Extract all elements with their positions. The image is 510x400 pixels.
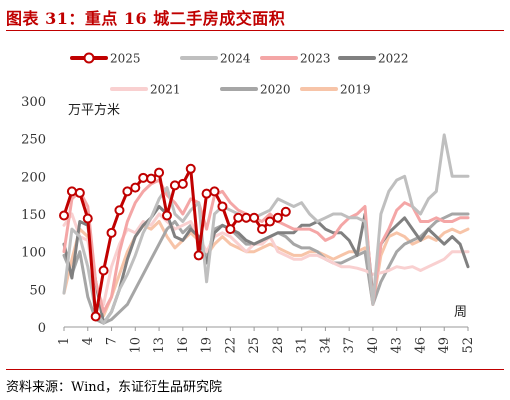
x-tick-label: 43 (390, 337, 405, 354)
x-tick-label: 1 (57, 337, 72, 345)
legend-label-2022: 2022 (378, 52, 409, 66)
x-axis-label: 周 (454, 305, 467, 320)
title-divider (6, 30, 504, 31)
data-point-2025 (122, 186, 133, 197)
x-tick-label: 4 (81, 337, 96, 345)
legend-label-2019: 2019 (340, 83, 371, 97)
x-tick-label: 10 (128, 337, 143, 354)
data-point-2025 (106, 227, 117, 238)
data-point-2025 (98, 265, 109, 276)
data-point-2025 (193, 250, 204, 261)
x-tick-label: 49 (437, 337, 452, 354)
y-tick-label: 200 (21, 170, 46, 185)
series-line-2022 (62, 205, 470, 325)
data-point-2025 (209, 186, 220, 197)
data-point-2025 (249, 212, 260, 223)
legend-marker-2025 (83, 52, 95, 64)
legend-label-2024: 2024 (220, 52, 251, 66)
legend-label-2025: 2025 (110, 52, 141, 66)
data-point-2025 (217, 201, 228, 212)
legend-label-2021: 2021 (150, 83, 181, 97)
data-point-2025 (201, 188, 212, 199)
data-point-2025 (280, 206, 291, 217)
x-tick-label: 34 (318, 337, 333, 354)
source-note: 资料来源：Wind，东证衍生品研究院 (6, 380, 222, 395)
data-point-2025 (82, 213, 93, 224)
axes: 0 50 100 150 200 250 300 1 4 7 10 13 16 19 22 25 28 31 34 3… (21, 95, 476, 354)
y-tick-label: 0 (38, 321, 46, 336)
x-tick-label: 22 (223, 337, 238, 354)
legend-label-2020: 2020 (260, 83, 291, 97)
series-line-2023 (62, 178, 470, 314)
series-line-2024 (62, 133, 470, 325)
data-point-2025 (90, 311, 101, 322)
y-tick-label: 300 (21, 95, 46, 110)
data-point-2025 (177, 178, 188, 189)
series-line-2021 (62, 212, 470, 306)
y-tick-label: 100 (21, 246, 46, 261)
data-point-2025 (225, 224, 236, 235)
legend: 2025 2024 2023 2022 2021 2020 2019 (70, 52, 409, 97)
y-tick-label: 150 (21, 208, 46, 223)
data-point-2025 (146, 173, 157, 184)
x-tick-label: 31 (295, 337, 310, 354)
data-point-2025 (74, 187, 85, 198)
x-tick-label: 25 (247, 337, 262, 354)
x-tick-label: 19 (200, 337, 215, 354)
data-point-2025 (241, 212, 252, 223)
x-tick-label: 13 (152, 337, 167, 354)
data-point-2025 (264, 216, 275, 227)
data-point-2025 (272, 212, 283, 223)
data-point-2025 (257, 224, 268, 235)
x-tick-label: 28 (271, 337, 286, 354)
data-point-2025 (59, 210, 69, 221)
data-point-2025 (161, 210, 172, 221)
data-point-2025 (185, 163, 196, 174)
data-point-2025 (169, 180, 180, 191)
x-tick-label: 37 (342, 337, 357, 354)
footer-divider (6, 369, 504, 370)
series-group (59, 133, 470, 325)
chart: 2025 2024 2023 2022 2021 2020 2019 0 50 100 150 20… (21, 52, 476, 354)
data-point-2025 (130, 182, 141, 193)
data-point-2025 (138, 172, 149, 183)
data-point-2025 (154, 167, 165, 178)
y-axis-label: 万平方米 (68, 102, 120, 118)
x-tick-label: 40 (366, 337, 381, 354)
x-tick-label: 52 (461, 337, 476, 354)
chart-title: 图表 31：重点 16 城二手房成交面积 (6, 9, 286, 28)
y-tick-label: 50 (29, 283, 46, 298)
y-tick-label: 250 (21, 133, 46, 148)
x-tick-label: 46 (413, 337, 428, 354)
legend-label-2023: 2023 (300, 52, 331, 66)
data-point-2025 (66, 186, 77, 197)
x-tick-label: 7 (105, 337, 120, 345)
x-tick-label: 16 (176, 337, 191, 354)
data-point-2025 (114, 205, 125, 216)
data-point-2025 (233, 212, 244, 223)
